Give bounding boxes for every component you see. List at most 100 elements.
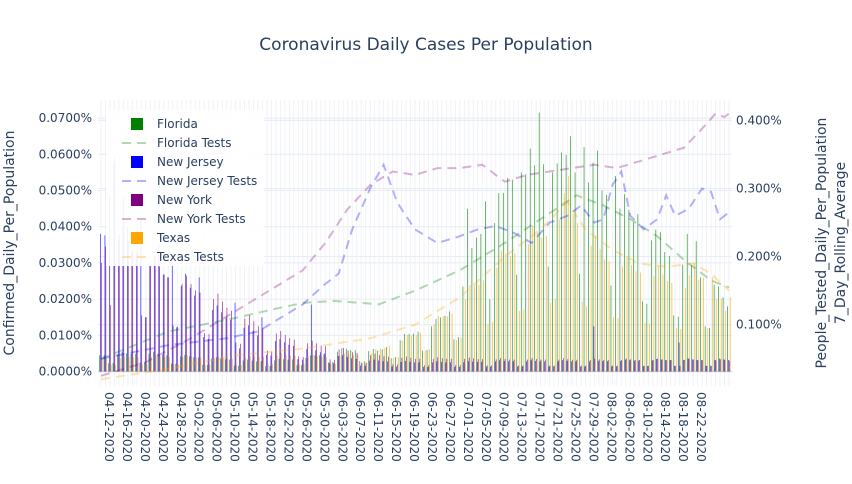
bar-texas: [312, 354, 314, 372]
bar-new-york: [190, 284, 192, 372]
bar-new-york: [199, 292, 201, 372]
bar-new-jersey: [252, 330, 254, 372]
bar-florida: [507, 177, 509, 372]
bar-new-jersey: [122, 225, 124, 372]
legend-item-florida[interactable]: Florida: [131, 117, 198, 131]
y-right-tick-label: 0.300%: [736, 182, 782, 196]
x-tick-label: 07-01-2020: [461, 392, 475, 462]
bar-texas: [169, 357, 170, 372]
bar-new-york: [280, 330, 282, 372]
bar-new-jersey: [414, 362, 415, 372]
bar-florida: [354, 350, 356, 372]
bar-new-jersey: [553, 366, 554, 372]
bar-new-jersey: [602, 361, 604, 372]
bar-new-york: [177, 326, 178, 372]
bar-new-york: [271, 351, 273, 372]
bar-florida: [458, 337, 459, 372]
bar-new-jersey: [454, 366, 456, 372]
bar-texas: [680, 328, 682, 372]
bar-florida: [292, 359, 293, 372]
legend-item-texas-tests[interactable]: Texas Tests: [122, 250, 224, 264]
bar-florida: [328, 362, 329, 372]
bar-florida: [108, 363, 109, 372]
bar-new-jersey: [194, 295, 195, 372]
bar-new-york: [509, 359, 510, 372]
bar-new-york: [702, 360, 703, 372]
bar-new-jersey: [620, 360, 622, 372]
bar-new-jersey: [548, 366, 550, 372]
bar-new-jersey: [719, 358, 720, 372]
bar-new-jersey: [248, 325, 249, 372]
bar-texas: [613, 317, 614, 372]
bar-new-jersey: [669, 360, 671, 372]
bar-florida: [709, 328, 710, 372]
legend-item-florida-tests[interactable]: Florida Tests: [122, 136, 232, 150]
bar-new-jersey: [436, 361, 438, 372]
bar-new-jersey: [611, 366, 613, 372]
bar-florida: [579, 273, 580, 372]
bar-new-jersey: [692, 359, 693, 372]
bar-texas: [532, 225, 534, 372]
bar-texas: [164, 357, 166, 372]
bar-florida: [624, 194, 625, 372]
bar-new-york: [580, 365, 582, 372]
bar-texas: [321, 356, 323, 372]
legend-item-new-york-tests[interactable]: New York Tests: [122, 212, 246, 226]
bar-texas: [635, 271, 637, 372]
bar-texas: [393, 357, 395, 372]
bar-florida: [695, 241, 697, 372]
bar-florida: [493, 223, 495, 372]
bar-new-jersey: [207, 338, 209, 372]
bar-new-york: [513, 359, 515, 372]
legend-item-new-york[interactable]: New York: [131, 193, 212, 207]
bar-florida: [381, 349, 383, 372]
bar-florida: [363, 361, 365, 372]
bar-texas: [339, 355, 341, 372]
bar-new-jersey: [342, 355, 344, 372]
bar-new-york: [204, 333, 205, 372]
bar-new-jersey: [539, 361, 541, 372]
bar-florida: [220, 358, 222, 372]
bar-new-york: [275, 333, 277, 372]
bar-texas: [124, 356, 125, 372]
bar-florida: [480, 233, 482, 372]
bar-texas: [119, 358, 121, 372]
bar-texas: [492, 321, 493, 372]
legend-item-new-jersey-tests[interactable]: New Jersey Tests: [122, 174, 257, 188]
bar-texas: [698, 280, 700, 372]
bar-new-york: [419, 358, 421, 372]
bar-new-york: [563, 358, 564, 372]
bar-new-jersey: [212, 309, 213, 372]
bar-texas: [608, 261, 610, 372]
bar-new-york: [410, 357, 412, 372]
bar-texas: [528, 244, 529, 372]
bar-new-jersey: [391, 366, 393, 372]
bar-florida: [413, 333, 414, 372]
bar-texas: [568, 176, 570, 372]
bar-texas: [424, 350, 426, 372]
bar-new-jersey: [418, 362, 420, 372]
bar-new-york: [549, 365, 551, 372]
bar-new-york: [320, 345, 322, 372]
bar-new-york: [675, 365, 676, 372]
bar-florida: [637, 214, 639, 372]
legend-item-new-jersey[interactable]: New Jersey: [131, 155, 224, 169]
bar-new-jersey: [382, 361, 384, 372]
bar-new-jersey: [131, 249, 133, 372]
bar-new-jersey: [728, 359, 729, 372]
bar-new-york: [186, 275, 187, 372]
bar-florida: [301, 365, 302, 372]
bar-texas: [474, 285, 475, 372]
bar-florida: [727, 306, 728, 372]
bar-new-jersey: [589, 361, 590, 372]
bar-new-york: [450, 358, 452, 372]
bar-florida: [713, 284, 715, 372]
x-tick-label: 08-06-2020: [622, 392, 636, 462]
bar-texas: [550, 302, 552, 372]
legend-item-texas[interactable]: Texas: [131, 231, 190, 245]
bar-texas: [631, 265, 632, 372]
bar-florida: [269, 366, 271, 372]
bar-texas: [685, 288, 686, 372]
bar-florida: [610, 285, 612, 372]
bar-new-jersey: [467, 361, 469, 372]
